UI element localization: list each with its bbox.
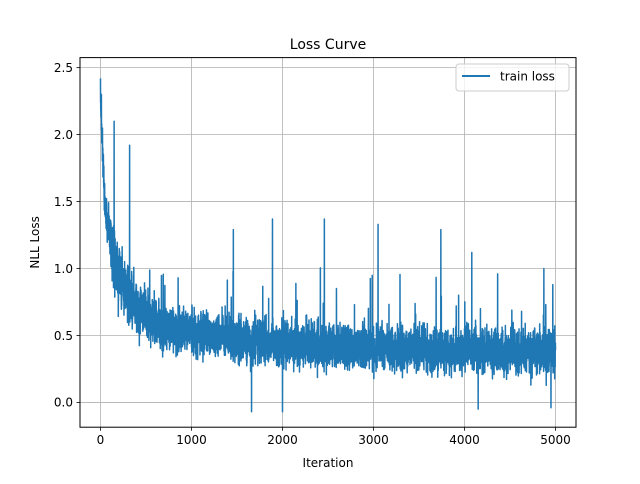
x-tick-label: 3000 xyxy=(358,433,389,447)
legend: train loss xyxy=(455,63,570,92)
x-axis-ticks: 0 1000 2000 3000 4000 5000 xyxy=(97,427,571,447)
x-tick-label: 2000 xyxy=(267,433,298,447)
plot-frame xyxy=(79,57,577,428)
legend-box xyxy=(455,63,570,92)
x-axis-label: Iteration xyxy=(303,456,354,470)
chart-title: Loss Curve xyxy=(290,37,366,53)
y-tick-label: 0.5 xyxy=(54,329,73,343)
y-tick-label: 2.5 xyxy=(54,61,73,75)
y-tick-label: 1.0 xyxy=(54,262,73,276)
y-tick-label: 0.0 xyxy=(54,396,73,410)
legend-label-train-loss: train loss xyxy=(500,70,555,84)
y-axis-label: NLL Loss xyxy=(28,216,42,268)
y-tick-label: 2.0 xyxy=(54,128,73,142)
y-axis-ticks: 0.0 0.5 1.0 1.5 2.0 2.5 xyxy=(54,61,80,410)
x-tick-label: 0 xyxy=(97,433,105,447)
plot-lines xyxy=(99,78,557,413)
x-tick-label: 5000 xyxy=(540,433,571,447)
x-tick-label: 1000 xyxy=(176,433,207,447)
x-tick-label: 4000 xyxy=(449,433,480,447)
y-tick-label: 1.5 xyxy=(54,195,73,209)
series-line-train-loss xyxy=(99,78,557,413)
